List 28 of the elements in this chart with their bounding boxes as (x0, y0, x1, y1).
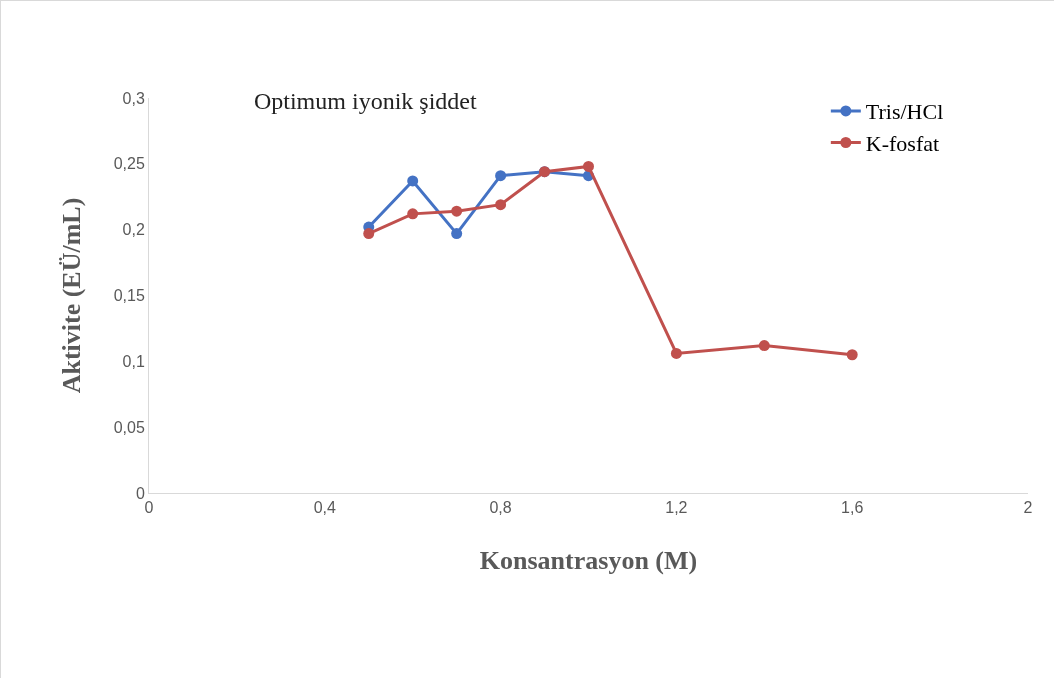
x-tick-label: 0,8 (489, 499, 512, 517)
y-tick-label: 0,25 (113, 155, 145, 173)
point (407, 175, 419, 187)
y-tick-label: 0,15 (113, 287, 145, 305)
x-tick-label: 1,6 (841, 499, 864, 517)
point (407, 208, 419, 220)
point (758, 340, 770, 352)
x-axis-title: Konsantrasyon (M) (479, 545, 698, 575)
legend-label: K-fosfat (865, 131, 940, 157)
x-tick-label: 0,4 (313, 499, 337, 517)
point (583, 160, 594, 172)
point (451, 228, 463, 240)
y-tick-label: 0,05 (113, 418, 145, 436)
point (670, 347, 682, 359)
legend-label: Tris/HCl (865, 99, 944, 125)
point (495, 170, 507, 182)
chart-title: Optimum iyonik şiddet (253, 88, 477, 115)
y-tick-label: 0,1 (122, 352, 145, 370)
y-tick-label: 0,3 (122, 89, 145, 107)
x-tick-label: 2 (1023, 499, 1033, 517)
y-tick-label: 0 (135, 484, 145, 502)
x-tick-label: 1,2 (665, 499, 688, 517)
point (846, 349, 858, 361)
point (495, 199, 507, 211)
y-axis-title: Aktivite (EÜ/mL) (57, 197, 87, 394)
point (451, 205, 463, 217)
y-tick-label: 0,2 (122, 221, 145, 239)
point (363, 228, 375, 240)
